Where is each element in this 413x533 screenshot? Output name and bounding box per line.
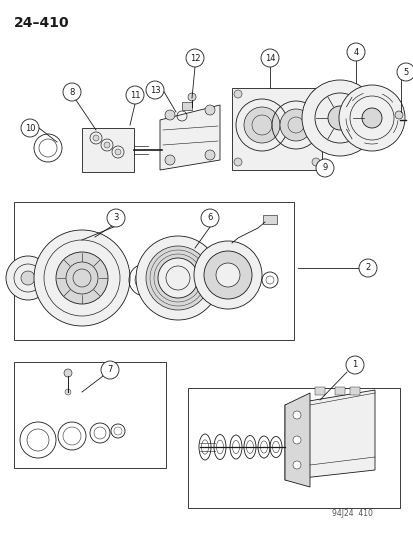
Circle shape — [165, 110, 175, 120]
Circle shape — [21, 271, 35, 285]
Text: 4: 4 — [353, 47, 358, 56]
Bar — [314, 387, 324, 395]
Text: 2: 2 — [365, 263, 370, 272]
Bar — [188, 388, 399, 508]
Bar — [14, 362, 166, 468]
Circle shape — [201, 209, 218, 227]
Text: 7: 7 — [107, 366, 112, 375]
Bar — [349, 387, 359, 395]
Bar — [182, 102, 192, 110]
Circle shape — [21, 119, 39, 137]
Text: 13: 13 — [150, 85, 160, 94]
Text: 24–410: 24–410 — [14, 16, 69, 30]
Circle shape — [126, 86, 144, 104]
Circle shape — [243, 107, 279, 143]
Circle shape — [104, 142, 110, 148]
Circle shape — [107, 209, 125, 227]
Circle shape — [146, 246, 209, 310]
Text: 8: 8 — [69, 87, 74, 96]
Text: 9: 9 — [322, 164, 327, 173]
Bar — [14, 202, 293, 340]
Circle shape — [233, 90, 242, 98]
Circle shape — [146, 81, 164, 99]
Circle shape — [194, 241, 261, 309]
Circle shape — [301, 80, 377, 156]
Circle shape — [136, 236, 219, 320]
Text: 14: 14 — [264, 53, 275, 62]
Bar — [334, 387, 344, 395]
Circle shape — [165, 155, 175, 165]
Text: 5: 5 — [402, 68, 408, 77]
Circle shape — [327, 106, 351, 130]
Text: 12: 12 — [189, 53, 200, 62]
Circle shape — [34, 230, 130, 326]
Circle shape — [279, 109, 311, 141]
Circle shape — [396, 63, 413, 81]
Bar — [82, 128, 134, 172]
Text: 6: 6 — [207, 214, 212, 222]
Circle shape — [216, 263, 240, 287]
Bar — [262, 215, 276, 224]
Text: 11: 11 — [129, 91, 140, 100]
Circle shape — [358, 259, 376, 277]
Circle shape — [65, 389, 71, 395]
Circle shape — [311, 158, 319, 166]
Circle shape — [394, 111, 402, 119]
Circle shape — [204, 105, 214, 115]
Circle shape — [311, 90, 319, 98]
Circle shape — [64, 369, 72, 377]
Circle shape — [188, 93, 195, 101]
Polygon shape — [284, 393, 309, 487]
Circle shape — [338, 85, 404, 151]
Text: 3: 3 — [113, 214, 119, 222]
Circle shape — [115, 149, 121, 155]
Circle shape — [204, 251, 252, 299]
Circle shape — [204, 150, 214, 160]
Circle shape — [93, 135, 99, 141]
Circle shape — [315, 159, 333, 177]
Circle shape — [6, 256, 50, 300]
Circle shape — [185, 49, 204, 67]
Circle shape — [292, 461, 300, 469]
Circle shape — [292, 436, 300, 444]
Polygon shape — [159, 105, 219, 170]
Text: 1: 1 — [351, 360, 357, 369]
Polygon shape — [284, 390, 374, 480]
Text: 94J24  410: 94J24 410 — [331, 509, 372, 518]
Circle shape — [346, 43, 364, 61]
Circle shape — [101, 361, 119, 379]
Circle shape — [56, 252, 108, 304]
Circle shape — [158, 258, 197, 298]
Circle shape — [233, 158, 242, 166]
Circle shape — [260, 49, 278, 67]
Bar — [231, 88, 321, 170]
Circle shape — [63, 83, 81, 101]
Circle shape — [73, 269, 91, 287]
Circle shape — [361, 108, 381, 128]
Circle shape — [292, 411, 300, 419]
Text: 10: 10 — [25, 124, 35, 133]
Circle shape — [345, 356, 363, 374]
